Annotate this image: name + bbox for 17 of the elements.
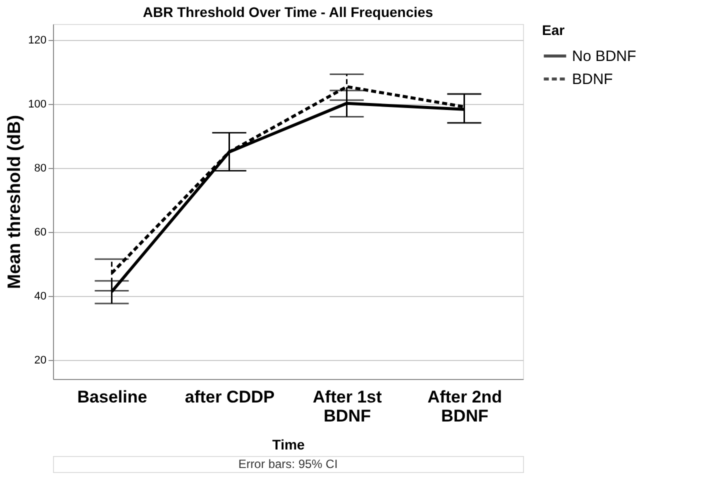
y-tick-label: 60	[34, 226, 46, 238]
y-tick-label: 120	[28, 34, 46, 46]
x-tick-label: After 1st BDNF	[312, 388, 382, 426]
x-axis-title: Time	[272, 436, 305, 452]
x-tick-label: Baseline	[77, 388, 148, 406]
legend-label: BDNF	[572, 71, 613, 88]
y-tick-label: 20	[34, 354, 46, 366]
text: Error bars: 95% CI	[238, 457, 338, 471]
x-tick-label: after CDDP	[184, 388, 275, 406]
x-tick-label: After 2nd BDNF	[427, 388, 502, 426]
y-tick-label: 40	[34, 290, 46, 302]
y-axis-title: Mean threshold (dB)	[4, 114, 24, 289]
legend-label: No BDNF	[572, 48, 636, 65]
y-tick-label: 80	[34, 162, 46, 174]
y-tick-label: 100	[28, 98, 46, 110]
chart-title: ABR Threshold Over Time - All Frequencies	[142, 4, 434, 20]
legend-title: Ear	[542, 22, 566, 38]
